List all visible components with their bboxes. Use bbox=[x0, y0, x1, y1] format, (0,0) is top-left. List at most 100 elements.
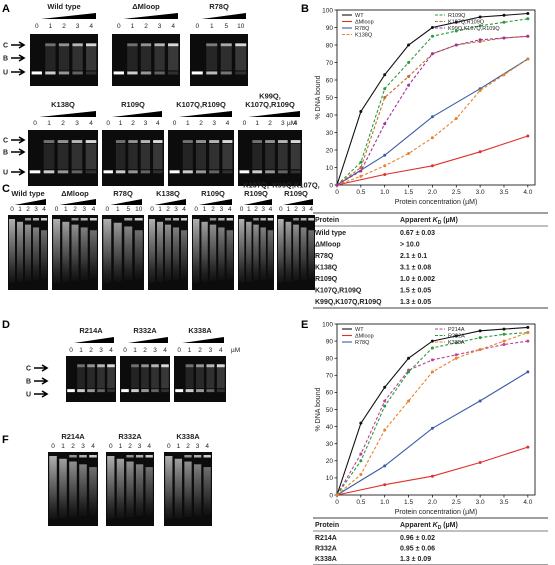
lane-label: 3 bbox=[82, 206, 86, 213]
data-point bbox=[478, 348, 482, 352]
lane-label: 4 bbox=[109, 347, 113, 354]
table-cell: K99Q,K107Q,R109Q bbox=[315, 299, 382, 306]
lane-label: 4 bbox=[89, 23, 93, 30]
lane-label: 4 bbox=[89, 120, 93, 127]
data-point bbox=[526, 17, 530, 21]
lane-label: 1 bbox=[131, 23, 135, 30]
lane-label: 3 bbox=[153, 347, 157, 354]
gel-smear bbox=[135, 464, 144, 517]
table-header: Apparent KD (µM) bbox=[400, 522, 458, 531]
gel-band bbox=[277, 140, 288, 144]
gel-smear bbox=[168, 47, 179, 71]
lane-label: 2 bbox=[128, 443, 132, 450]
y-tick-label: 20 bbox=[326, 458, 334, 465]
concentration-wedge bbox=[40, 13, 96, 19]
gel-smear bbox=[127, 47, 138, 71]
gel-band bbox=[252, 170, 263, 174]
gel-smear bbox=[206, 47, 218, 71]
gel-smear bbox=[72, 47, 83, 71]
unit-label: µM bbox=[287, 120, 296, 127]
gel-band bbox=[154, 43, 165, 47]
gel-band bbox=[134, 218, 143, 221]
band-arrow bbox=[11, 148, 26, 156]
gel-smear bbox=[77, 367, 85, 389]
data-point bbox=[430, 34, 434, 38]
gel-band bbox=[290, 140, 301, 144]
lane-label: 3 bbox=[76, 23, 80, 30]
lane-label: 1 bbox=[133, 347, 137, 354]
gel-band bbox=[277, 170, 288, 174]
table-cell: 1.3 ± 0.09 bbox=[400, 556, 431, 563]
data-point bbox=[502, 327, 506, 331]
y-tick-label: 80 bbox=[326, 42, 334, 49]
gel-band bbox=[135, 455, 144, 458]
gel-band bbox=[124, 218, 133, 221]
data-point bbox=[502, 332, 506, 336]
gel-band bbox=[253, 218, 259, 221]
lane-label: 1 bbox=[18, 206, 22, 213]
lane-label: 3 bbox=[220, 206, 224, 213]
data-point bbox=[383, 87, 387, 91]
gel-band bbox=[222, 140, 233, 144]
series-line bbox=[336, 332, 528, 496]
gel-title: K107Q,R109Q bbox=[245, 100, 295, 109]
gel-smear bbox=[156, 221, 164, 282]
data-point bbox=[526, 339, 530, 343]
legend-label: P214A bbox=[448, 327, 465, 333]
lane-label: 4 bbox=[156, 120, 160, 127]
lane-label: 3 bbox=[174, 206, 178, 213]
gel-title: R214A bbox=[61, 432, 85, 441]
gel-smear bbox=[285, 221, 292, 282]
x-axis-label: Protein concentration (µM) bbox=[395, 509, 478, 516]
lane-label: 0 bbox=[35, 23, 39, 30]
gel-band bbox=[128, 170, 138, 174]
gel-smear bbox=[277, 144, 288, 170]
gel-band bbox=[226, 218, 233, 221]
y-tick-label: 10 bbox=[326, 165, 334, 172]
data-point bbox=[335, 183, 339, 187]
data-point bbox=[454, 43, 458, 47]
data-point bbox=[359, 459, 363, 463]
y-tick-label: 60 bbox=[326, 77, 334, 84]
table-cell: 1.0 ± 0.002 bbox=[400, 276, 435, 283]
gel-title: R332A bbox=[133, 326, 157, 335]
lane-label: 1 bbox=[287, 206, 291, 213]
gel-smear bbox=[226, 230, 233, 279]
table-header-part: Apparent bbox=[400, 217, 433, 224]
lane-label: 4 bbox=[205, 443, 209, 450]
data-point bbox=[454, 341, 458, 345]
data-point bbox=[407, 75, 411, 78]
table-cell: 2.1 ± 0.1 bbox=[400, 253, 427, 260]
gel-image bbox=[190, 34, 248, 86]
data-point bbox=[478, 38, 482, 42]
lane-label: 0 bbox=[33, 120, 37, 127]
lane-label: 0 bbox=[150, 206, 154, 213]
gel-band bbox=[67, 389, 75, 393]
lane-label: 4 bbox=[182, 206, 186, 213]
band-label: B bbox=[26, 379, 31, 386]
concentration-wedge bbox=[154, 199, 186, 205]
gel-smear bbox=[206, 367, 215, 389]
gel-title: K338A bbox=[188, 326, 212, 335]
gel-smear bbox=[62, 221, 70, 282]
gel-smear bbox=[185, 367, 194, 389]
x-tick-label: 0 bbox=[335, 189, 339, 196]
data-point bbox=[502, 343, 506, 347]
gel-band bbox=[182, 140, 193, 144]
data-point bbox=[383, 164, 387, 168]
concentration-wedge bbox=[110, 199, 142, 205]
gel-smear bbox=[107, 456, 115, 519]
data-point bbox=[383, 404, 387, 408]
gel-band bbox=[115, 170, 126, 174]
gel-band bbox=[216, 389, 225, 393]
lane-label: 2 bbox=[294, 206, 298, 213]
gel-band bbox=[235, 71, 247, 75]
lane-label: 2 bbox=[89, 347, 93, 354]
panel-label: D bbox=[2, 319, 10, 331]
gel-band bbox=[131, 364, 139, 368]
lane-label: 0 bbox=[279, 206, 283, 213]
lane-label: 3 bbox=[281, 120, 285, 127]
gel-title: R332A bbox=[118, 432, 142, 441]
gel-band bbox=[87, 364, 95, 368]
data-point bbox=[526, 370, 530, 374]
